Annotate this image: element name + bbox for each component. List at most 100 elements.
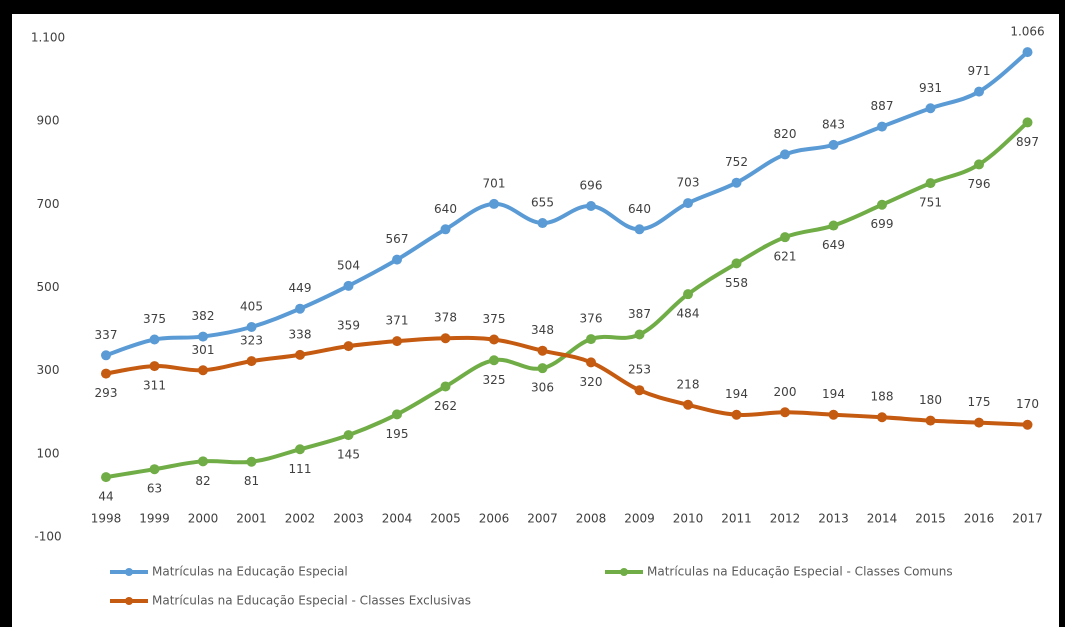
frame-right — [1059, 0, 1065, 627]
legend-label: Matrículas na Educação Especial - Classe… — [647, 565, 953, 579]
point — [731, 409, 742, 420]
series-line — [105, 335, 1028, 427]
point — [1022, 419, 1033, 430]
data-label: 931 — [919, 81, 942, 95]
point — [198, 331, 208, 342]
point — [392, 409, 402, 420]
x-tick-label: 1998 — [91, 512, 122, 526]
y-tick-label: 500 — [37, 280, 60, 294]
x-tick-label: 2012 — [770, 512, 801, 526]
point — [149, 464, 160, 475]
point — [489, 198, 499, 209]
data-label: 111 — [289, 462, 312, 476]
point — [731, 177, 742, 188]
data-label: 81 — [244, 474, 259, 488]
data-label: 44 — [98, 490, 113, 504]
data-label: 348 — [531, 323, 554, 337]
x-tick-label: 2001 — [236, 512, 267, 526]
data-label: 262 — [434, 399, 457, 413]
data-label: 311 — [143, 379, 166, 393]
point — [198, 365, 208, 376]
data-label: 649 — [822, 238, 845, 252]
data-label: 371 — [386, 314, 409, 328]
x-tick-label: 2009 — [624, 512, 655, 526]
data-label: 194 — [822, 387, 845, 401]
data-label: 82 — [195, 474, 210, 488]
x-tick-label: 2004 — [382, 512, 413, 526]
point — [392, 336, 402, 347]
x-tick-label: 2005 — [430, 512, 461, 526]
point — [1022, 47, 1033, 58]
data-label: 170 — [1016, 397, 1039, 411]
data-label: 175 — [968, 395, 991, 409]
data-label: 696 — [580, 178, 603, 192]
data-label: 567 — [386, 232, 409, 246]
legend-label: Matrículas na Educação Especial — [152, 565, 348, 579]
data-label: 325 — [483, 373, 506, 387]
data-label: 320 — [580, 375, 603, 389]
point — [537, 345, 548, 356]
point — [925, 178, 936, 189]
data-label: 699 — [871, 217, 894, 231]
x-tick-label: 2016 — [964, 512, 995, 526]
point — [149, 334, 160, 345]
point — [634, 224, 645, 235]
data-label: 195 — [386, 427, 409, 441]
point — [343, 280, 354, 291]
y-tick-label: 300 — [37, 363, 60, 377]
point — [295, 303, 305, 314]
data-label: 382 — [192, 309, 215, 323]
x-tick-label: 2007 — [527, 512, 558, 526]
point — [683, 289, 693, 300]
data-label: 751 — [919, 196, 942, 210]
point — [198, 456, 208, 467]
data-label: 375 — [143, 312, 166, 326]
data-label: 558 — [725, 276, 748, 290]
data-label: 63 — [147, 482, 162, 496]
point — [828, 139, 839, 150]
point — [828, 409, 839, 420]
x-tick-label: 2008 — [576, 512, 607, 526]
point — [780, 232, 790, 243]
data-label: 359 — [337, 319, 360, 333]
x-tick-label: 2010 — [673, 512, 704, 526]
point — [440, 224, 451, 235]
point — [780, 149, 790, 160]
point — [246, 356, 257, 367]
data-label: 701 — [483, 176, 506, 190]
point — [489, 334, 499, 345]
legend-label: Matrículas na Educação Especial - Classe… — [152, 594, 471, 608]
point — [828, 220, 839, 231]
point — [246, 322, 257, 333]
data-label: 504 — [337, 258, 360, 272]
point — [974, 86, 984, 97]
data-label: 323 — [240, 334, 263, 348]
data-label: 796 — [968, 177, 991, 191]
frame-left — [0, 0, 12, 627]
point — [537, 363, 548, 374]
data-label: 887 — [871, 99, 894, 113]
frame-top — [0, 0, 1065, 14]
point — [295, 349, 305, 360]
point — [440, 381, 451, 392]
data-label: 194 — [725, 387, 748, 401]
point — [489, 355, 499, 366]
point — [634, 329, 645, 340]
point — [586, 357, 596, 368]
y-tick-label: -100 — [34, 530, 61, 544]
x-tick-label: 2011 — [721, 512, 752, 526]
y-tick-label: 700 — [37, 197, 60, 211]
x-tick-label: 2014 — [867, 512, 898, 526]
point — [392, 254, 402, 265]
data-label: 820 — [774, 127, 797, 141]
data-label: 375 — [483, 312, 506, 326]
data-label: 376 — [580, 312, 603, 326]
data-label: 145 — [337, 448, 360, 462]
y-tick-label: 900 — [37, 114, 60, 128]
x-tick-label: 2006 — [479, 512, 510, 526]
point — [586, 334, 596, 345]
x-tick-label: 2002 — [285, 512, 316, 526]
data-label: 200 — [774, 385, 797, 399]
point — [634, 385, 645, 396]
